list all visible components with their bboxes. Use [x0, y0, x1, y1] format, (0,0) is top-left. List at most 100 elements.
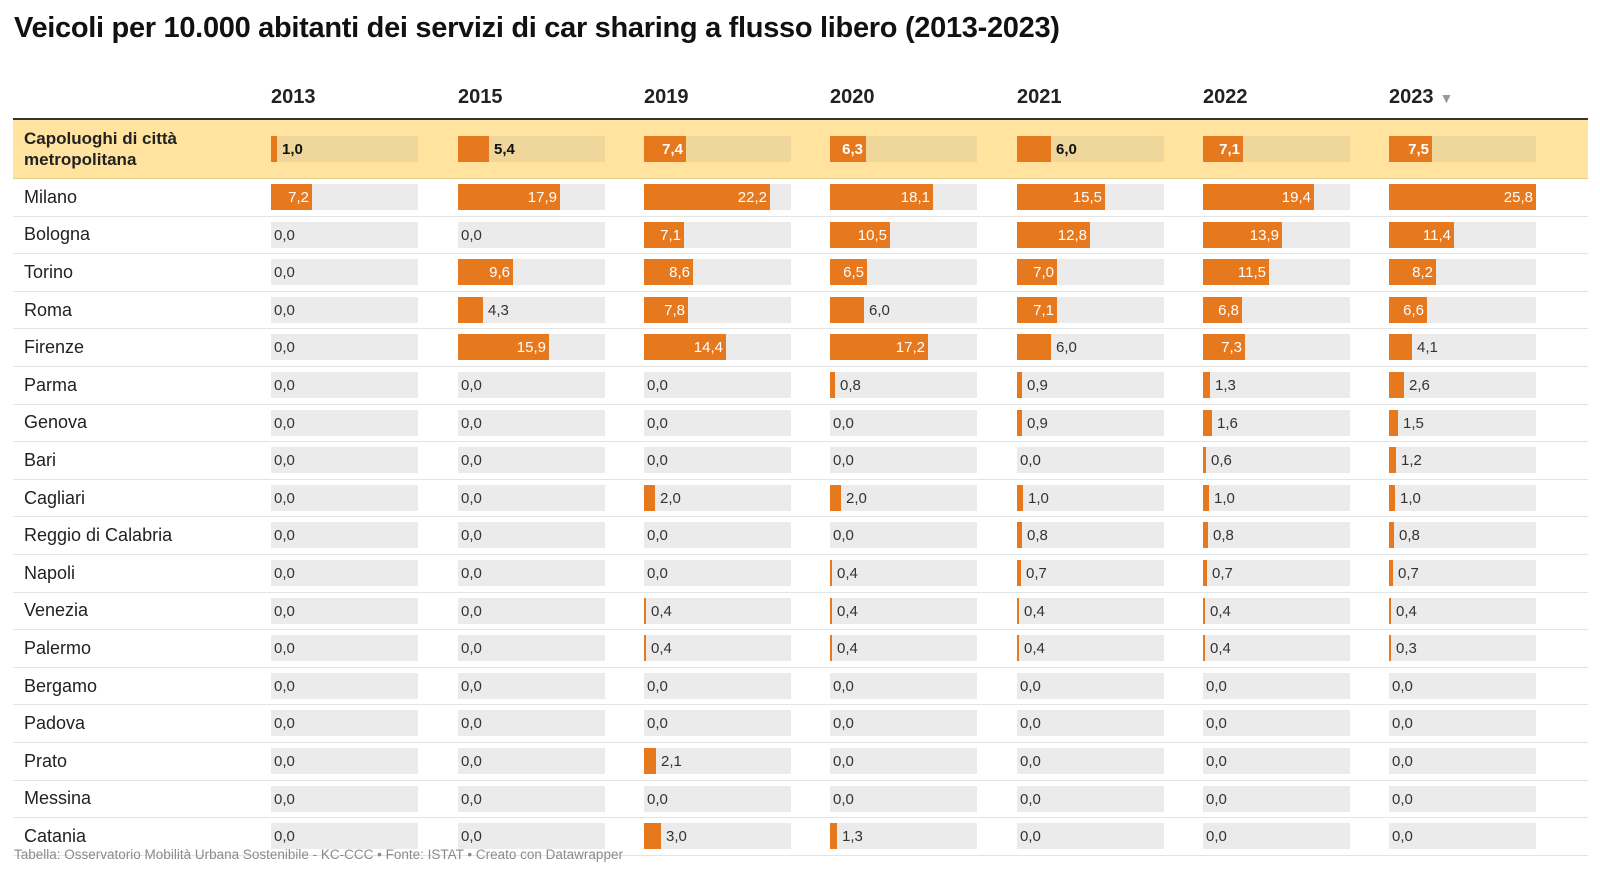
bar	[1017, 597, 1019, 624]
value-label: 4,1	[1417, 339, 1438, 357]
value-label: 17,9	[527, 189, 557, 206]
bar-cell: 5,4	[458, 136, 605, 162]
value-label: 0,0	[1206, 677, 1227, 695]
bar-cell: 0,0	[1203, 747, 1350, 774]
value-label: 0,0	[461, 602, 482, 620]
value-label: 0,0	[833, 715, 854, 733]
row-label: Padova	[24, 713, 86, 734]
column-header-2023[interactable]: 2023 ▼	[1389, 86, 1453, 109]
bar	[1203, 559, 1207, 586]
column-header-2022[interactable]: 2022	[1203, 86, 1248, 109]
value-label: 0,7	[1212, 564, 1233, 582]
table-row: Firenze 0,0 15,9 14,4 17,2 6,0 7,3 4,1	[13, 329, 1588, 367]
column-header-2013[interactable]: 2013	[271, 86, 316, 109]
value-label: 7,0	[1033, 264, 1054, 282]
row-label: Reggio di Calabria	[24, 525, 173, 546]
bar	[1203, 259, 1269, 286]
bar-cell: 0,4	[1017, 597, 1164, 624]
bar-cell: 0,8	[830, 371, 977, 398]
value-label: 8,6	[669, 264, 690, 282]
table-row: Bologna 0,0 0,0 7,1 10,5 12,8 13,9 11,4	[13, 217, 1588, 255]
bar-cell: 0,0	[271, 334, 418, 361]
bar-cell: 0,4	[644, 635, 791, 662]
value-label: 0,0	[274, 452, 295, 470]
bar-cell: 0,0	[271, 672, 418, 699]
bar-cell: 0,0	[1389, 710, 1536, 737]
bar-cell: 3,0	[644, 823, 791, 850]
value-label: 1,0	[1028, 489, 1049, 507]
bar	[830, 484, 841, 511]
value-label: 0,9	[1027, 376, 1048, 394]
value-label: 0,0	[461, 452, 482, 470]
table-row: Parma 0,0 0,0 0,0 0,8 0,9 1,3 2,6	[13, 367, 1588, 405]
value-label: 0,8	[840, 376, 861, 394]
bar-cell: 0,0	[1389, 785, 1536, 812]
table-row: Venezia 0,0 0,0 0,4 0,4 0,4 0,4 0,4	[13, 593, 1588, 631]
bar-cell: 0,0	[271, 635, 418, 662]
value-label: 0,6	[1211, 452, 1232, 470]
value-label: 0,3	[1396, 640, 1417, 658]
sort-descending-icon[interactable]: ▼	[1439, 90, 1454, 106]
bar-cell: 0,7	[1389, 559, 1536, 586]
bar-cell: 0,0	[458, 635, 605, 662]
column-header-2020[interactable]: 2020	[830, 86, 875, 109]
bar-cell: 2,0	[644, 484, 791, 511]
bar-cell: 0,0	[271, 409, 418, 436]
bar	[1017, 559, 1021, 586]
value-label: 0,0	[1020, 677, 1041, 695]
bar	[1389, 635, 1391, 662]
bar-cell: 0,4	[1017, 635, 1164, 662]
bar-cell: 0,0	[644, 559, 791, 586]
value-label: 2,1	[661, 752, 682, 770]
bar-cell: 0,0	[458, 409, 605, 436]
bar-cell: 7,0	[1017, 259, 1164, 286]
value-label: 0,4	[1396, 602, 1417, 620]
row-label: Parma	[24, 374, 78, 395]
value-label: 0,0	[647, 527, 668, 545]
bar	[830, 334, 928, 361]
value-label: 0,0	[1020, 452, 1041, 470]
bar-cell: 0,7	[1203, 559, 1350, 586]
bar	[1017, 409, 1022, 436]
footer-credits: Tabella: Osservatorio Mobilità Urbana So…	[14, 847, 623, 862]
value-label: 2,6	[1409, 376, 1430, 394]
row-label: Roma	[24, 299, 73, 320]
bar-cell: 0,0	[1389, 823, 1536, 850]
value-label: 0,0	[833, 527, 854, 545]
bar-cell: 7,4	[644, 136, 791, 162]
value-label: 0,8	[1027, 527, 1048, 545]
bar-cell: 7,1	[1203, 136, 1350, 162]
bar-cell: 0,0	[458, 371, 605, 398]
bar-cell: 15,9	[458, 334, 605, 361]
value-label: 2,0	[660, 489, 681, 507]
bar-cell: 0,0	[271, 597, 418, 624]
bar	[1017, 484, 1023, 511]
column-header-2015[interactable]: 2015	[458, 86, 503, 109]
bar	[458, 136, 489, 162]
value-label: 0,0	[274, 264, 295, 282]
value-label: 0,0	[461, 564, 482, 582]
value-label: 0,0	[1020, 752, 1041, 770]
bar-cell: 4,1	[1389, 334, 1536, 361]
column-header-2019[interactable]: 2019	[644, 86, 689, 109]
value-label: 0,4	[1024, 602, 1045, 620]
value-label: 22,2	[737, 189, 767, 206]
value-label: 6,8	[1218, 301, 1239, 319]
value-label: 0,0	[1020, 790, 1041, 808]
bar-cell: 0,0	[271, 259, 418, 286]
bar-cell: 1,0	[271, 136, 418, 162]
value-label: 0,0	[647, 715, 668, 733]
bar	[1203, 597, 1205, 624]
bar	[830, 259, 867, 286]
bar	[1017, 296, 1057, 323]
table-body: Capoluoghi di città metropolitana 1,0 5,4 7…	[13, 120, 1588, 856]
bar-cell: 0,0	[271, 747, 418, 774]
value-label: 0,4	[1024, 640, 1045, 658]
value-label: 0,0	[1020, 715, 1041, 733]
column-header-2021[interactable]: 2021	[1017, 86, 1062, 109]
bar-cell: 0,0	[458, 597, 605, 624]
bar-cell: 11,5	[1203, 259, 1350, 286]
bar-cell: 6,8	[1203, 296, 1350, 323]
bar	[644, 747, 656, 774]
bar-cell: 0,0	[1017, 785, 1164, 812]
